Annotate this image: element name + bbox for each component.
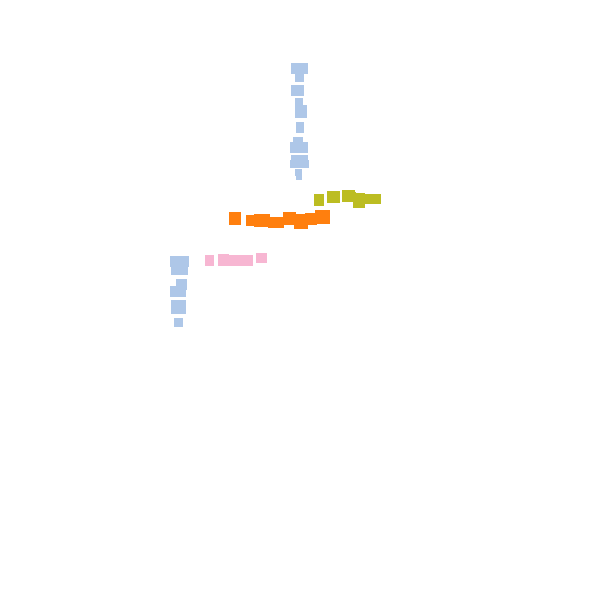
cluster-square xyxy=(290,142,308,153)
cluster-square xyxy=(314,194,324,206)
cluster-square xyxy=(291,155,308,161)
cluster-square xyxy=(170,286,186,297)
cluster-square xyxy=(218,254,229,266)
cluster-square xyxy=(176,279,187,290)
cluster-square xyxy=(254,214,270,227)
cluster-square xyxy=(353,193,365,208)
cluster-square xyxy=(170,256,189,267)
cluster-square xyxy=(348,192,356,199)
cluster-square xyxy=(327,191,340,203)
cluster-square xyxy=(296,122,304,133)
cluster-square xyxy=(295,169,302,176)
cluster-square xyxy=(171,300,186,309)
cluster-square xyxy=(294,214,308,229)
cluster-square xyxy=(229,255,241,266)
cluster-square xyxy=(296,175,302,180)
cluster-square xyxy=(205,255,214,266)
cluster-square xyxy=(268,217,284,228)
cluster-square xyxy=(291,63,308,74)
cluster-square xyxy=(171,265,188,275)
cluster-square xyxy=(283,212,296,225)
cluster-square xyxy=(174,318,183,327)
cluster-square xyxy=(246,215,256,226)
cluster-square xyxy=(315,210,330,224)
cluster-square xyxy=(364,194,381,204)
cluster-square xyxy=(290,160,309,168)
cluster-square xyxy=(171,306,186,314)
cluster-square xyxy=(295,74,304,82)
cluster-square xyxy=(229,212,241,225)
cluster-square xyxy=(240,255,253,266)
cluster-square xyxy=(256,253,267,263)
cluster-square xyxy=(295,98,303,105)
cluster-square xyxy=(291,85,304,96)
cluster-square xyxy=(310,215,318,223)
cluster-square xyxy=(295,105,307,118)
cluster-square xyxy=(293,137,303,143)
